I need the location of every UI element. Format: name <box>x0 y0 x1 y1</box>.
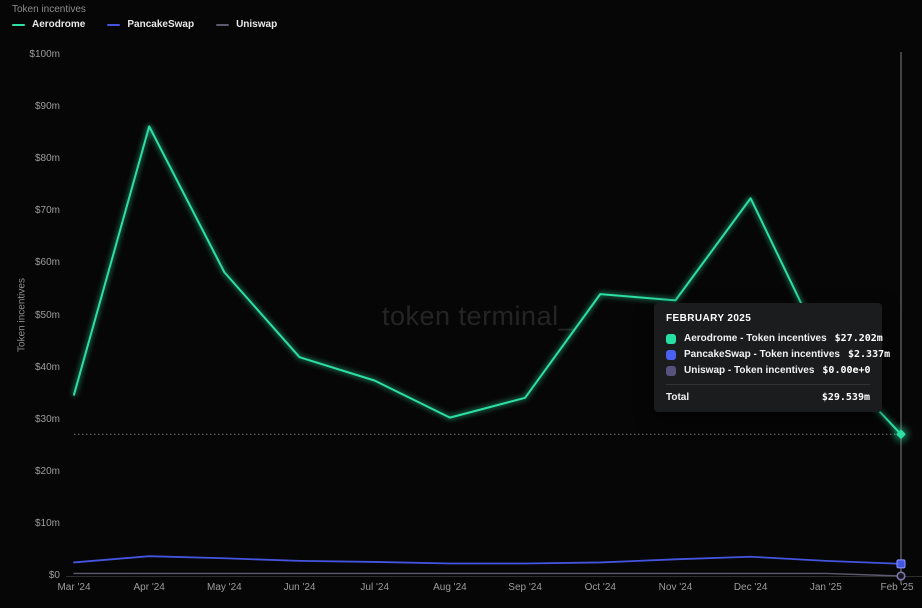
x-tick-label: Dec '24 <box>733 582 768 593</box>
legend-label: Uniswap <box>236 19 278 30</box>
x-tick-label: Oct '24 <box>584 582 616 593</box>
y-tick-label: $20m <box>34 465 60 477</box>
hover-marker-pancakeswap <box>896 559 906 569</box>
legend-label: PancakeSwap <box>127 19 195 30</box>
y-tick-label: $80m <box>34 153 60 165</box>
y-tick-label: $60m <box>34 257 60 269</box>
hover-marker-aerodrome <box>896 429 906 439</box>
chart-title: Token incentives <box>12 4 86 15</box>
x-tick-label: Jun '24 <box>283 582 316 593</box>
x-tick-label: Jul '24 <box>360 582 390 593</box>
y-tick-label: $70m <box>34 205 60 217</box>
tooltip-row-label: Aerodrome - Token incentives <box>684 333 827 344</box>
y-tick-label: $50m <box>34 309 60 321</box>
tooltip-total-label: Total <box>666 392 690 403</box>
hover-tooltip: FEBRUARY 2025 Aerodrome - Token incentiv… <box>654 303 890 412</box>
x-tick-label: Mar '24 <box>57 582 91 593</box>
x-tick-label: Sep '24 <box>508 582 542 593</box>
series-line-pancakeswap <box>73 555 902 565</box>
y-tick-label: $30m <box>34 413 60 425</box>
y-tick-label: $40m <box>34 361 60 373</box>
series-line-uniswap <box>73 572 902 577</box>
y-tick-label: $10m <box>34 517 60 529</box>
x-tick-label: Aug '24 <box>433 582 467 593</box>
legend-item-aerodrome[interactable]: Aerodrome <box>12 19 85 30</box>
y-tick-label: $90m <box>34 101 60 113</box>
tooltip-row-value: $27.202m <box>834 333 883 344</box>
tooltip-row: Uniswap - Token incentives $0.00e+0 <box>666 365 871 376</box>
legend-dash-icon <box>12 23 25 26</box>
tooltip-row-value: $0.00e+0 <box>822 365 871 376</box>
x-tick-label: Nov '24 <box>658 582 693 593</box>
x-tick-label: Apr '24 <box>133 582 165 593</box>
hover-marker-uniswap <box>896 571 906 581</box>
tooltip-row-value: $2.337m <box>848 349 891 360</box>
x-tick-label: May '24 <box>207 582 242 593</box>
tooltip-series-swatch <box>666 349 676 360</box>
x-tick-label: Jan '25 <box>809 582 842 593</box>
tooltip-row: PancakeSwap - Token incentives $2.337m <box>666 349 890 360</box>
tooltip-rows: Aerodrome - Token incentives $27.202m Panc… <box>666 333 890 376</box>
tooltip-total-row: Total $29.539m <box>666 392 870 403</box>
legend-label: Aerodrome <box>32 19 86 30</box>
tooltip-title: FEBRUARY 2025 <box>666 313 752 324</box>
legend-item-uniswap[interactable]: Uniswap <box>216 19 277 30</box>
legend-dash-icon <box>107 23 121 26</box>
tooltip-total-value: $29.539m <box>821 392 870 403</box>
tooltip-series-swatch <box>666 365 676 376</box>
legend-dash-icon <box>216 23 230 26</box>
x-tick-label: Feb '25 <box>880 582 914 593</box>
tooltip-separator <box>666 384 870 385</box>
y-tick-label: $0 <box>48 570 60 581</box>
legend-item-pancakeswap[interactable]: PancakeSwap <box>107 19 194 30</box>
legend: Aerodrome PancakeSwap Uniswap <box>12 19 277 30</box>
tooltip-series-swatch <box>666 333 676 344</box>
y-tick-label: $100m <box>29 49 60 60</box>
watermark: token terminal_ <box>382 301 575 331</box>
tooltip-row-label: Uniswap - Token incentives <box>684 365 815 376</box>
tooltip-row-label: PancakeSwap - Token incentives <box>684 349 840 360</box>
series-line-aerodrome <box>73 125 902 436</box>
tooltip-row: Aerodrome - Token incentives $27.202m <box>666 333 883 344</box>
